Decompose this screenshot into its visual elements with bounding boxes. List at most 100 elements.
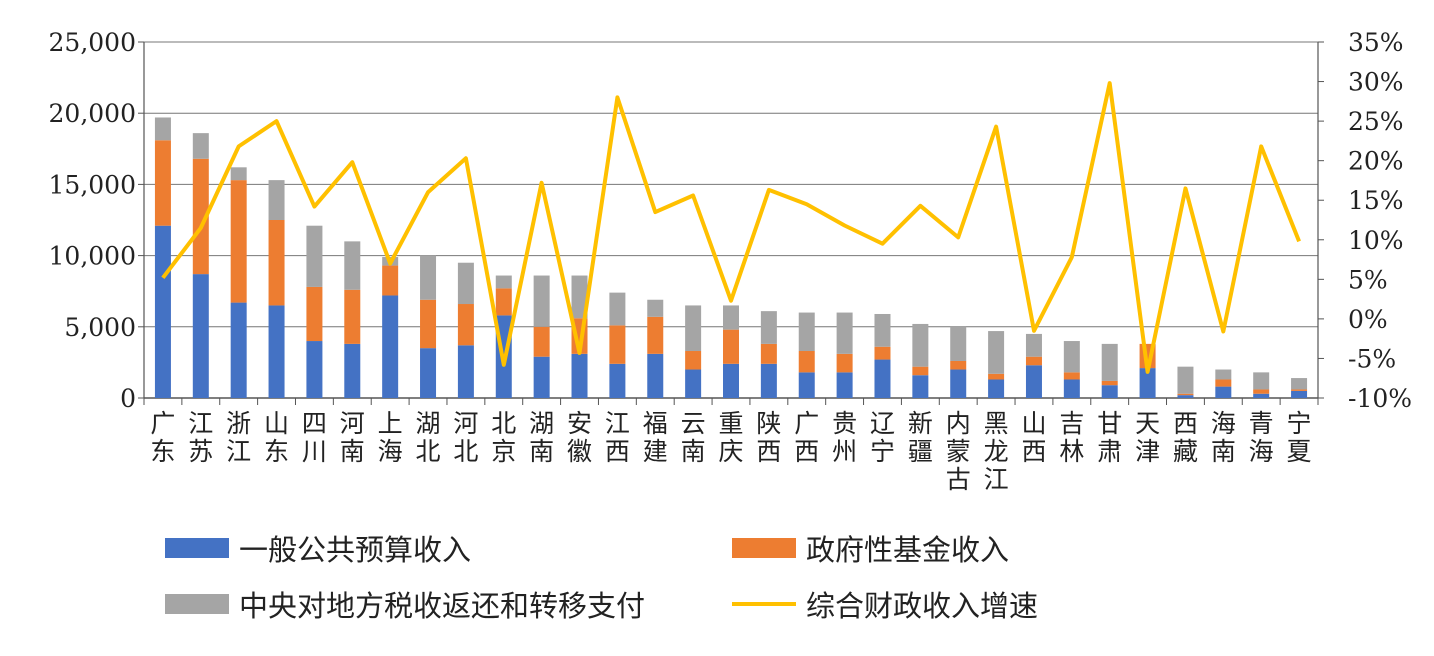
- bar-0: [306, 341, 322, 398]
- bar-1: [420, 300, 436, 348]
- x-tick-label: 山东: [264, 409, 289, 466]
- y-right-tick-label: 15%: [1348, 186, 1404, 215]
- bar-2: [1026, 334, 1042, 357]
- bar-2: [647, 300, 663, 317]
- bar-0: [382, 295, 398, 398]
- bar-1: [874, 347, 890, 360]
- x-tick-label: 陕西: [756, 409, 781, 466]
- bar-1: [647, 317, 663, 354]
- x-tick-label: 贵州: [832, 409, 857, 466]
- bar-1: [1064, 372, 1080, 379]
- bar-2: [799, 313, 815, 351]
- y-tick-label: 10,000: [49, 242, 136, 271]
- y-tick-label: 0: [120, 384, 136, 413]
- bar-0: [155, 226, 171, 398]
- bar-0: [799, 372, 815, 398]
- bar-1: [382, 266, 398, 296]
- bar-2: [306, 226, 322, 287]
- bar-0: [685, 370, 701, 398]
- y-right-tick-label: 30%: [1348, 68, 1404, 97]
- bar-0: [912, 375, 928, 398]
- x-tick-label: 吉林: [1059, 409, 1084, 466]
- bar-0: [572, 354, 588, 398]
- x-tick-label: 广西: [794, 409, 819, 466]
- x-tick-label: 河北: [453, 409, 478, 466]
- bar-2: [193, 133, 209, 159]
- x-tick-label: 云南: [681, 409, 706, 466]
- bar-0: [344, 344, 360, 398]
- x-tick-label: 浙江: [226, 409, 251, 466]
- bar-2: [344, 241, 360, 289]
- bar-1: [1291, 389, 1307, 390]
- bar-1: [306, 287, 322, 341]
- bar-0: [420, 348, 436, 398]
- bar-2: [609, 293, 625, 326]
- bar-1: [1102, 381, 1118, 385]
- x-tick-label: 四川: [302, 409, 327, 466]
- bar-2: [458, 263, 474, 304]
- bar-0: [988, 379, 1004, 398]
- y-right-tick-label: 25%: [1348, 107, 1404, 136]
- y-right-tick-label: -10%: [1348, 384, 1412, 413]
- bar-0: [1253, 394, 1269, 398]
- x-tick-label: 青海: [1249, 409, 1274, 466]
- bar-0: [874, 360, 890, 398]
- bar-1: [988, 374, 1004, 380]
- bar-2: [1253, 372, 1269, 389]
- bar-0: [458, 345, 474, 398]
- x-tick-label: 甘肃: [1097, 409, 1122, 466]
- bar-1: [912, 367, 928, 376]
- bar-2: [534, 276, 550, 327]
- bar-0: [1026, 365, 1042, 398]
- bar-1: [685, 351, 701, 370]
- bar-1: [155, 140, 171, 225]
- bar-1: [837, 354, 853, 373]
- bar-1: [723, 330, 739, 364]
- bar-1: [950, 361, 966, 370]
- x-tick-label: 黑龙江: [984, 409, 1009, 494]
- bar-2: [912, 324, 928, 367]
- bar-0: [193, 274, 209, 398]
- x-tick-label: 湖北: [416, 409, 441, 466]
- bar-1: [1026, 357, 1042, 366]
- x-tick-label: 重庆: [718, 409, 743, 466]
- bar-1: [1253, 389, 1269, 393]
- bar-1: [1215, 379, 1231, 386]
- bar-2: [496, 276, 512, 289]
- bar-2: [1102, 344, 1118, 381]
- bar-2: [988, 331, 1004, 374]
- y-right-tick-label: -5%: [1348, 344, 1396, 373]
- bar-0: [1291, 391, 1307, 398]
- bar-0: [1177, 395, 1193, 398]
- bar-2: [874, 314, 890, 347]
- bar-0: [1064, 379, 1080, 398]
- x-tick-label: 湖南: [529, 409, 554, 466]
- x-tick-label: 新疆: [908, 409, 933, 466]
- bar-1: [761, 344, 777, 364]
- bar-1: [609, 325, 625, 363]
- bar-2: [269, 180, 285, 220]
- y-right-tick-label: 10%: [1348, 226, 1404, 255]
- bar-2: [837, 313, 853, 354]
- bar-0: [269, 305, 285, 398]
- bar-1: [269, 220, 285, 305]
- bar-0: [1215, 387, 1231, 398]
- bar-2: [723, 305, 739, 329]
- x-tick-label: 福建: [643, 409, 668, 466]
- x-tick-label: 辽宁: [870, 409, 895, 466]
- x-tick-label: 西藏: [1173, 409, 1198, 466]
- bar-2: [420, 256, 436, 300]
- y-right-tick-label: 0%: [1348, 305, 1388, 334]
- bar-1: [496, 288, 512, 315]
- bar-1: [231, 180, 247, 302]
- bar-0: [534, 357, 550, 398]
- bar-1: [344, 290, 360, 344]
- y-tick-label: 15,000: [49, 170, 136, 199]
- bar-2: [950, 327, 966, 361]
- y-right-tick-label: 20%: [1348, 147, 1404, 176]
- x-tick-label: 广东: [150, 409, 175, 466]
- bar-1: [799, 351, 815, 372]
- bar-2: [761, 311, 777, 344]
- bar-0: [609, 364, 625, 398]
